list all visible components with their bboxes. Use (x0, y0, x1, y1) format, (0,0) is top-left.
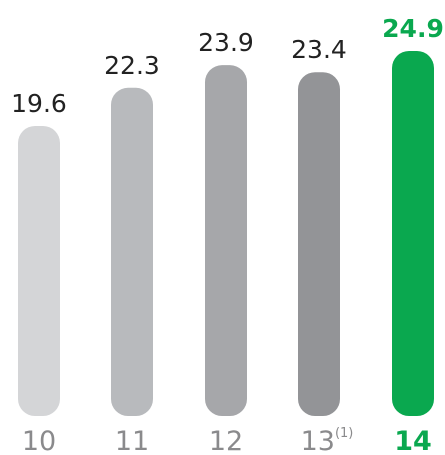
value-label-13: 23.4 (291, 35, 347, 64)
bar-12 (205, 65, 247, 416)
bar-10 (18, 126, 60, 416)
category-label-13: 13(1) (301, 426, 354, 455)
bar-13 (298, 72, 340, 417)
category-label-12: 12 (209, 426, 243, 455)
category-label-10: 10 (22, 426, 56, 455)
category-footnote-13: (1) (335, 426, 353, 441)
category-label-14: 14 (394, 426, 432, 455)
value-label-10: 19.6 (11, 89, 67, 118)
bar-14 (392, 51, 434, 416)
value-label-12: 23.9 (198, 28, 254, 57)
value-label-14: 24.9 (382, 14, 444, 43)
value-label-11: 22.3 (104, 51, 160, 80)
bar-11 (111, 87, 153, 416)
category-label-11: 11 (115, 426, 149, 455)
